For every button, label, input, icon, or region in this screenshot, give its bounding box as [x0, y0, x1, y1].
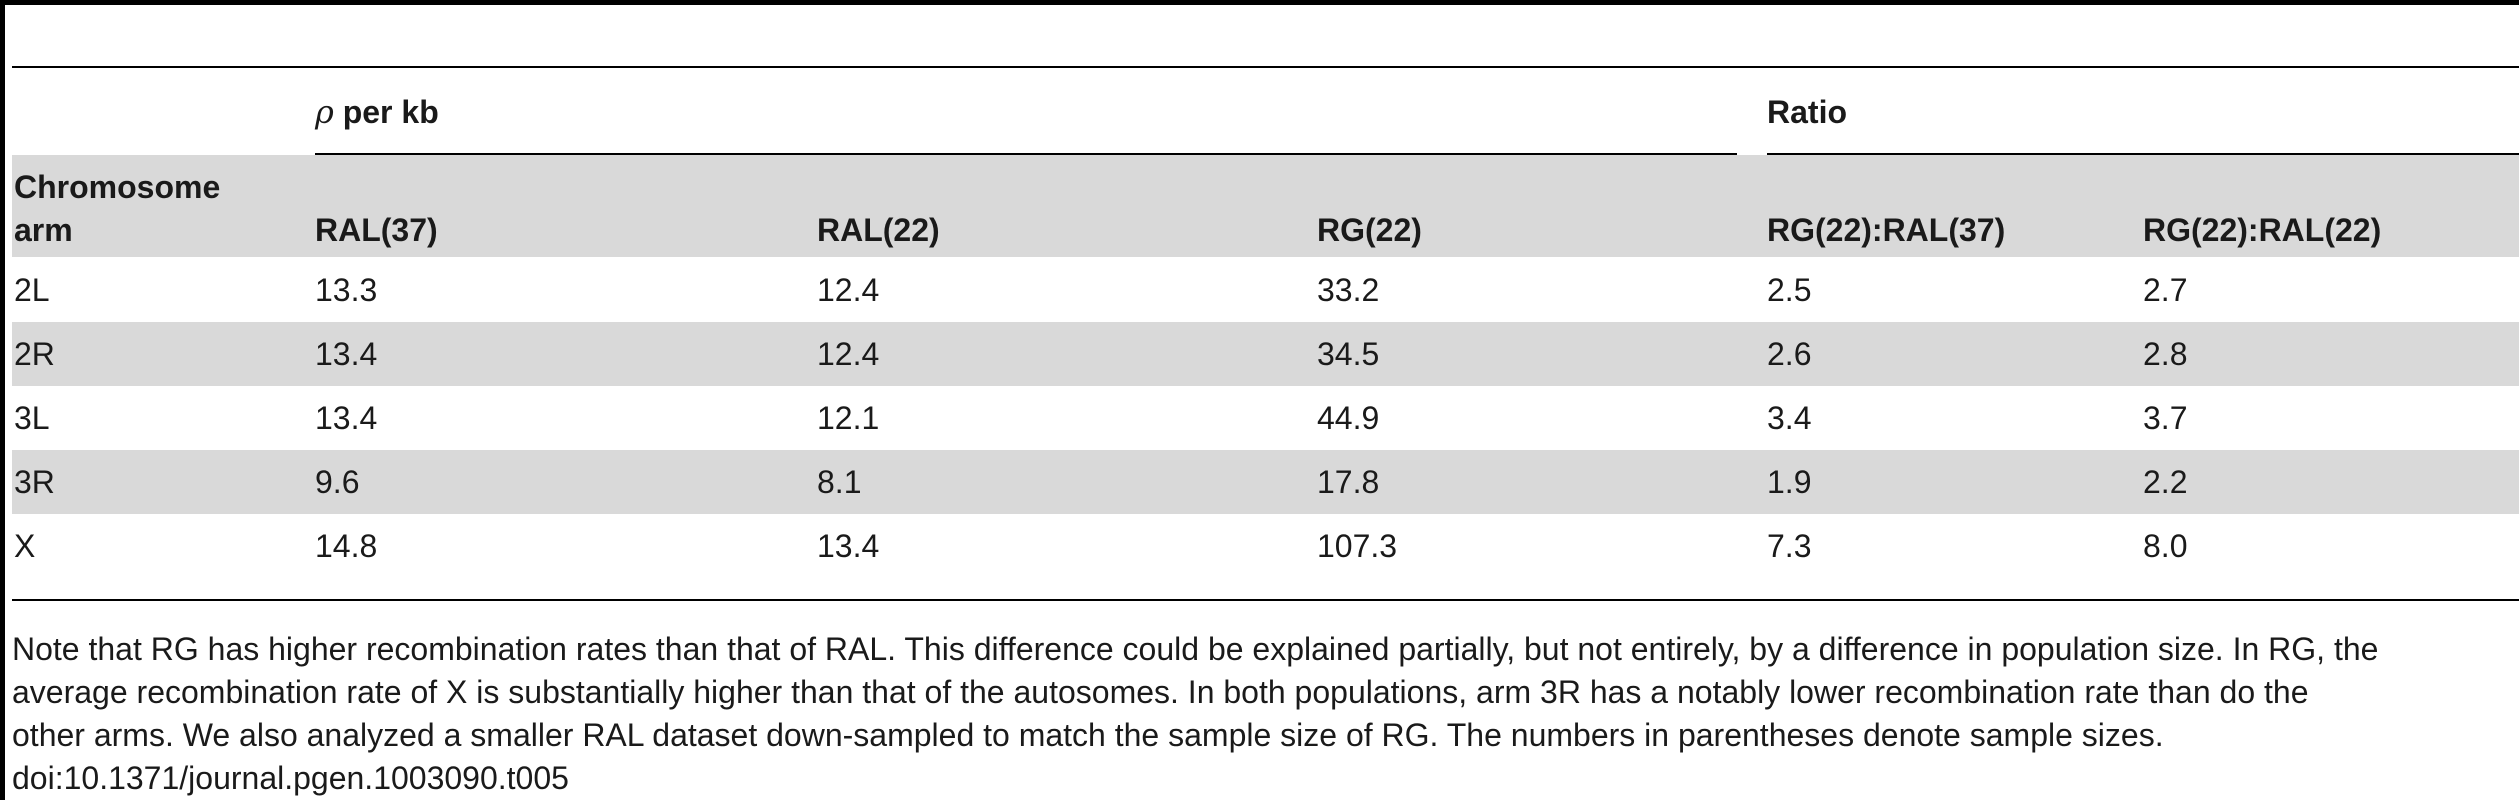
table-cell: 34.5	[1317, 336, 1380, 372]
table-cell: 33.2	[1317, 272, 1380, 308]
footnote-line: Note that RG has higher recombination ra…	[12, 631, 2379, 667]
table-cell: 8.1	[817, 464, 862, 500]
table-cell: 3.4	[1767, 400, 1812, 436]
table-cell: 2.8	[2143, 336, 2188, 372]
table-cell: 14.8	[315, 528, 378, 564]
group-header-ratio: Ratio	[1767, 94, 1847, 130]
col-header-chromosome-line1: Chromosome	[14, 169, 221, 205]
col-header-rg22-ral22: RG(22):RAL(22)	[2143, 212, 2382, 248]
footnote-line: average recombination rate of X is subst…	[12, 674, 2309, 710]
left-border	[0, 0, 5, 800]
table-cell: 12.4	[817, 336, 880, 372]
rho-group-rule	[315, 153, 1737, 155]
group-header-rho: ρ per kb	[315, 92, 439, 132]
table-cell: 13.4	[817, 528, 880, 564]
table-cell: 7.3	[1767, 528, 1812, 564]
table-cell: 12.4	[817, 272, 880, 308]
row-shading	[12, 450, 2519, 514]
col-header-ral37: RAL(37)	[315, 212, 438, 248]
ratio-group-rule	[1767, 153, 2519, 155]
table-cell: 2.5	[1767, 272, 1812, 308]
col-header-chromosome-line2: arm	[14, 212, 73, 248]
footnote-line: other arms. We also analyzed a smaller R…	[12, 717, 2164, 753]
table-bottom-rule	[12, 599, 2519, 601]
doi-text: doi:10.1371/journal.pgen.1003090.t005	[12, 760, 569, 796]
table-cell: 13.4	[315, 336, 378, 372]
rho-symbol: ρ	[315, 93, 334, 131]
table-cell: X	[14, 528, 36, 564]
table-cell: 8.0	[2143, 528, 2188, 564]
top-border	[0, 0, 2519, 5]
col-header-ral22: RAL(22)	[817, 212, 940, 248]
table-cell: 2R	[14, 336, 55, 372]
rho-label: per kb	[342, 94, 439, 130]
table-cell: 1.9	[1767, 464, 1812, 500]
col-header-rg22: RG(22)	[1317, 212, 1422, 248]
table-cell: 9.6	[315, 464, 360, 500]
table-cell: 2.7	[2143, 272, 2188, 308]
header-top-rule	[12, 66, 2519, 68]
table-cell: 107.3	[1317, 528, 1398, 564]
row-shading	[12, 322, 2519, 386]
table-footnote: Note that RG has higher recombination ra…	[12, 628, 2512, 800]
table-cell: 3L	[14, 400, 50, 436]
table-cell: 2.2	[2143, 464, 2188, 500]
table-cell: 17.8	[1317, 464, 1380, 500]
table-cell: 13.3	[315, 272, 378, 308]
table-cell: 13.4	[315, 400, 378, 436]
table-cell: 12.1	[817, 400, 880, 436]
table-cell: 3R	[14, 464, 55, 500]
table-cell: 2L	[14, 272, 50, 308]
table-cell: 44.9	[1317, 400, 1380, 436]
table-cell: 3.7	[2143, 400, 2188, 436]
table-cell: 2.6	[1767, 336, 1812, 372]
column-header-row	[12, 155, 2519, 257]
col-header-rg22-ral37: RG(22):RAL(37)	[1767, 212, 2006, 248]
